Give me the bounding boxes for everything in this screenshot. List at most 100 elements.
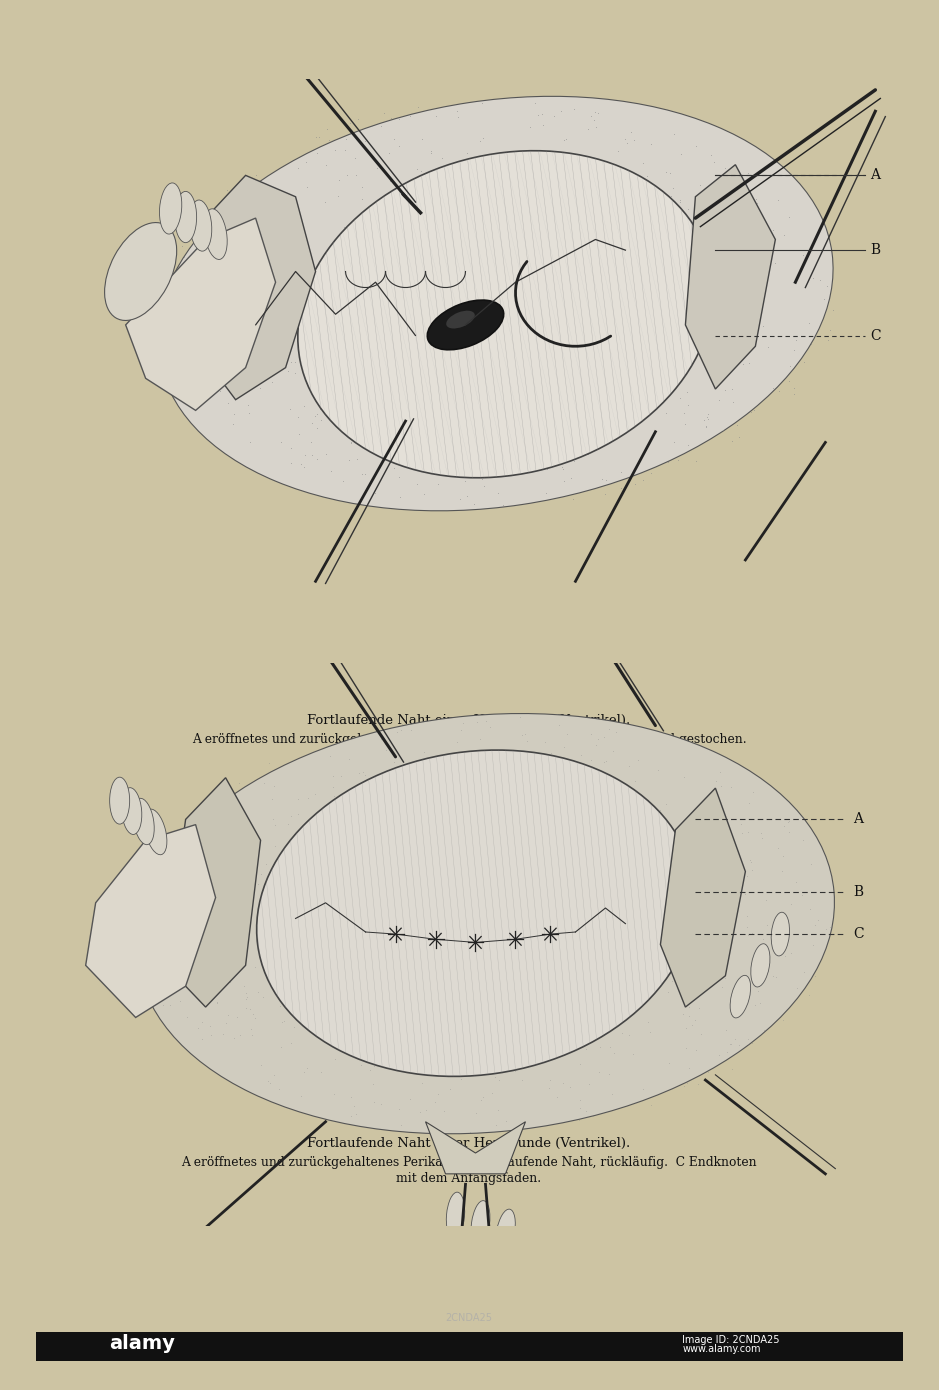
- Point: [263, 899, 278, 922]
- Point: [393, 424, 408, 446]
- Point: [356, 329, 371, 352]
- Point: [226, 403, 241, 425]
- Point: [464, 997, 479, 1019]
- Point: [766, 377, 781, 399]
- Point: [490, 264, 505, 286]
- Text: C: C: [854, 927, 864, 941]
- Point: [587, 110, 602, 132]
- Point: [618, 167, 633, 189]
- Point: [677, 766, 692, 788]
- Point: [254, 1054, 269, 1076]
- Point: [244, 1019, 259, 1041]
- Point: [603, 923, 618, 945]
- Point: [254, 267, 269, 289]
- Point: [550, 431, 565, 453]
- Point: [610, 140, 625, 163]
- Point: [284, 452, 299, 474]
- Point: [469, 1102, 484, 1125]
- Point: [320, 118, 335, 140]
- Point: [752, 973, 767, 995]
- Point: [602, 1062, 617, 1084]
- Point: [210, 909, 225, 931]
- Point: [588, 101, 603, 124]
- Point: [143, 952, 158, 974]
- Point: [511, 739, 526, 762]
- Point: [350, 983, 365, 1005]
- Point: [256, 773, 271, 795]
- Point: [394, 794, 409, 816]
- Point: [458, 259, 473, 281]
- Point: [391, 915, 406, 937]
- Point: [561, 299, 576, 321]
- Point: [300, 787, 316, 809]
- Point: [682, 938, 697, 960]
- Point: [527, 320, 542, 342]
- Polygon shape: [660, 788, 746, 1006]
- Point: [427, 1091, 442, 1113]
- Point: [547, 781, 562, 803]
- Point: [489, 327, 504, 349]
- Point: [558, 776, 573, 798]
- Point: [623, 322, 638, 345]
- Point: [287, 350, 302, 373]
- Point: [361, 974, 376, 997]
- Point: [731, 425, 747, 448]
- Point: [226, 413, 241, 435]
- Point: [723, 1033, 738, 1055]
- Point: [401, 314, 416, 336]
- Point: [508, 845, 523, 867]
- Point: [578, 769, 593, 791]
- Ellipse shape: [133, 798, 154, 845]
- Point: [368, 1005, 383, 1027]
- Point: [544, 210, 559, 232]
- Point: [640, 165, 655, 188]
- Point: [405, 826, 420, 848]
- Point: [437, 1101, 452, 1123]
- Point: [562, 831, 577, 853]
- Point: [717, 966, 732, 988]
- Point: [165, 888, 180, 910]
- Point: [579, 1038, 594, 1061]
- Point: [802, 311, 817, 334]
- Point: [226, 1027, 241, 1049]
- Point: [198, 874, 213, 897]
- Point: [694, 299, 709, 321]
- Point: [289, 827, 304, 849]
- Point: [309, 417, 324, 439]
- Point: [265, 788, 280, 810]
- Point: [736, 215, 751, 238]
- Point: [242, 431, 257, 453]
- Point: [223, 970, 238, 992]
- Point: [393, 947, 408, 969]
- Ellipse shape: [446, 311, 475, 328]
- Ellipse shape: [175, 192, 196, 243]
- Point: [688, 1038, 703, 1061]
- Point: [512, 329, 527, 352]
- Point: [554, 196, 569, 218]
- Point: [494, 284, 509, 306]
- Point: [522, 770, 537, 792]
- Point: [811, 909, 826, 931]
- Point: [222, 215, 237, 238]
- Point: [740, 820, 755, 842]
- Point: [467, 493, 482, 516]
- Point: [284, 438, 299, 460]
- Point: [620, 923, 635, 945]
- Point: [373, 877, 388, 899]
- Point: [318, 442, 333, 464]
- Point: [312, 938, 327, 960]
- Point: [284, 350, 299, 373]
- Point: [559, 831, 574, 853]
- Point: [661, 980, 676, 1002]
- Point: [429, 831, 444, 853]
- Point: [701, 873, 716, 895]
- Point: [723, 1004, 738, 1026]
- Point: [227, 377, 242, 399]
- Point: [708, 770, 723, 792]
- Point: [724, 1058, 739, 1080]
- Point: [556, 457, 571, 480]
- Point: [350, 286, 365, 309]
- Point: [566, 99, 581, 121]
- Point: [218, 1012, 233, 1034]
- Point: [564, 923, 579, 945]
